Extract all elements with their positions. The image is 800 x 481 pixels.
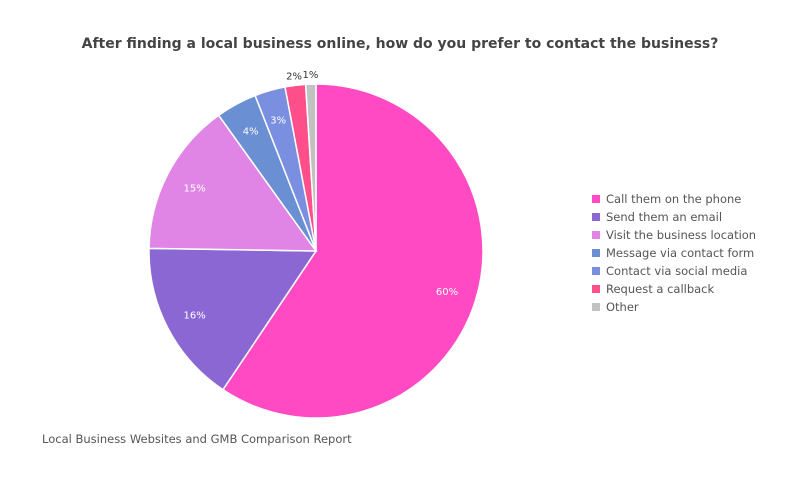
slice-label: 1% — [303, 70, 319, 81]
legend-swatch — [592, 231, 600, 239]
legend-label: Visit the business location — [606, 228, 757, 242]
pie-slice — [148, 247, 318, 391]
legend-label: Message via contact form — [606, 246, 755, 260]
legend-swatch — [592, 285, 600, 293]
legend-item: Request a callback — [592, 280, 756, 298]
legend-item: Message via contact form — [592, 244, 756, 262]
legend-swatch — [592, 213, 600, 221]
legend: Call them on the phone Send them an email… — [592, 190, 756, 316]
legend-label: Send them an email — [606, 210, 723, 224]
legend-item: Visit the business location — [592, 226, 756, 244]
pie-slices — [148, 83, 484, 419]
slice-label: 4% — [243, 127, 259, 138]
legend-item: Contact via social media — [592, 262, 756, 280]
slice-label: 60% — [436, 287, 458, 298]
chart-title: After finding a local business online, h… — [81, 36, 719, 52]
legend-label: Request a callback — [606, 282, 715, 296]
slice-label: 3% — [270, 115, 286, 126]
legend-item: Send them an email — [592, 208, 756, 226]
legend-label: Call them on the phone — [606, 192, 742, 206]
pie-slice — [221, 83, 484, 419]
slice-label: 15% — [184, 184, 206, 195]
pie-slice — [148, 114, 318, 252]
legend-swatch — [592, 267, 600, 275]
slice-label: 16% — [184, 310, 206, 321]
legend-label: Other — [606, 300, 639, 314]
legend-swatch — [592, 195, 600, 203]
pie-labels: 60% 16% 15% 4% 3% 2% 1% — [184, 70, 459, 321]
legend-swatch — [592, 249, 600, 257]
source-caption: Local Business Websites and GMB Comparis… — [42, 432, 352, 446]
legend-label: Contact via social media — [606, 264, 748, 278]
legend-item: Other — [592, 298, 756, 316]
legend-item: Call them on the phone — [592, 190, 756, 208]
legend-swatch — [592, 303, 600, 311]
slice-label: 2% — [286, 71, 302, 82]
pie-slice — [304, 83, 317, 252]
